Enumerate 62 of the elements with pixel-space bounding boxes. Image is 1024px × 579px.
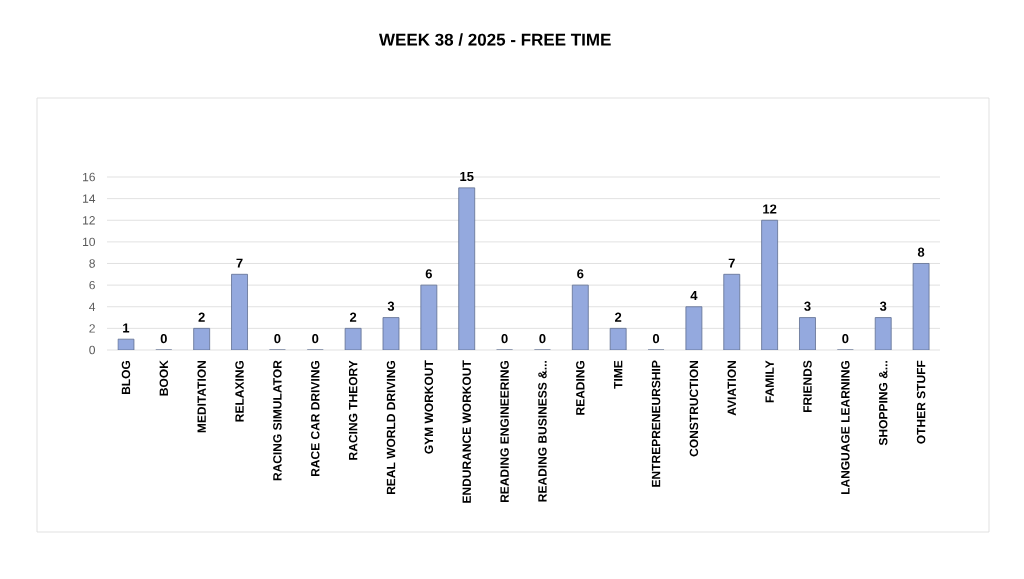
y-tick-label: 14	[83, 194, 96, 203]
y-tick-label: 6	[89, 280, 95, 290]
x-tick-label: ENDURANCE WORKOUT	[462, 360, 471, 503]
x-tick-label: GYM WORKOUT	[424, 360, 434, 454]
data-label: 7	[728, 258, 735, 268]
data-label: 1	[123, 323, 130, 333]
data-label: 2	[615, 312, 622, 322]
bar	[799, 317, 816, 350]
x-tick-label: SHOPPING &...	[878, 361, 888, 446]
data-label: 0	[501, 334, 508, 344]
x-tick-label: AVIATION	[727, 361, 736, 416]
x-tick-label: ENTREPRENEURSHIP	[651, 360, 661, 487]
x-tick-label: MEDITATION	[197, 361, 206, 433]
data-label: 6	[577, 269, 584, 279]
x-tick-label: RACING THEORY	[348, 360, 358, 460]
data-label: 0	[312, 334, 319, 344]
bar	[231, 273, 248, 350]
bar	[420, 284, 438, 350]
data-label: 8	[917, 247, 925, 257]
x-tick-label: OTHER STUFF	[916, 360, 926, 444]
data-label: 0	[274, 334, 281, 344]
y-tick-label: 10	[83, 237, 96, 247]
data-label: 7	[236, 258, 243, 268]
data-label: 0	[160, 334, 167, 344]
bar	[458, 187, 476, 350]
data-label: 2	[198, 312, 205, 322]
x-tick-label: LANGUAGE LEARNING	[841, 360, 850, 495]
data-label: 2	[349, 312, 357, 322]
data-label: 4	[690, 291, 698, 301]
bar	[571, 284, 589, 350]
data-label: 12	[763, 204, 777, 214]
data-label: 3	[804, 301, 811, 311]
y-tick-label: 12	[83, 216, 95, 225]
x-tick-label: BOOK	[159, 360, 169, 396]
y-tick-label: 4	[89, 302, 96, 311]
y-tick-label: 0	[89, 345, 96, 355]
data-label: 0	[842, 334, 849, 344]
data-label: 3	[879, 301, 887, 311]
data-label: 6	[425, 269, 432, 279]
bar	[723, 273, 741, 350]
y-tick-label: 16	[83, 172, 95, 182]
x-tick-label: FAMILY	[765, 360, 774, 403]
x-tick-label: RELAXING	[235, 360, 244, 422]
x-tick-label: RACE CAR DRIVING	[311, 360, 320, 477]
x-tick-label: RACING SIMULATOR	[273, 360, 282, 481]
y-tick-label: 2	[89, 324, 95, 333]
x-tick-label: READING ENGINEERING	[500, 360, 509, 503]
y-tick-label: 8	[89, 259, 95, 268]
bar	[761, 219, 779, 350]
x-tick-label: READING BUSINESS &...	[538, 361, 547, 502]
data-label: 0	[652, 334, 660, 344]
x-tick-label: FRIENDS	[803, 360, 812, 413]
x-tick-label: CONSTRUCTION	[689, 361, 699, 457]
x-tick-label: TIME	[614, 360, 623, 389]
x-tick-label: REAL WORLD DRIVING	[386, 360, 396, 495]
x-tick-label: BLOG	[121, 360, 131, 395]
data-label: 3	[387, 301, 395, 311]
x-tick-label: READING	[576, 360, 585, 415]
chart-title: WEEK 38 / 2025 - FREE TIME	[379, 33, 611, 46]
data-label: 15	[460, 172, 474, 182]
bar	[874, 317, 892, 350]
data-label: 0	[539, 334, 546, 344]
